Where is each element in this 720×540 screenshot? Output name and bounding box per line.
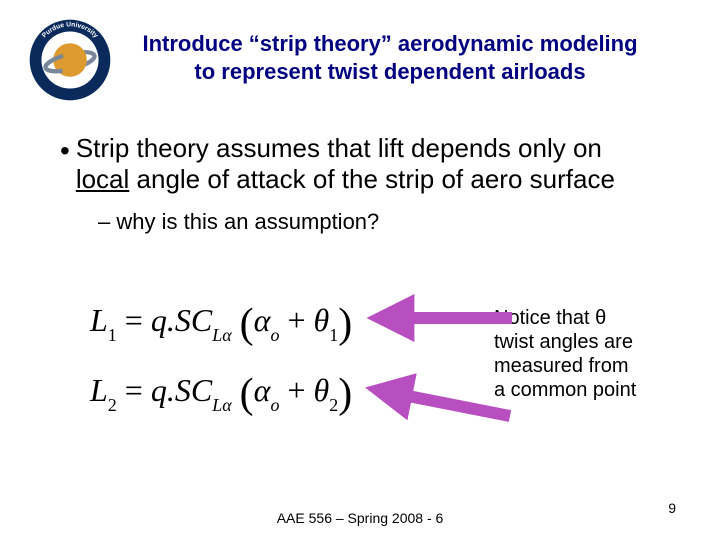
eq2-t2: θ (314, 372, 330, 408)
equations-block: L1 = q.SCLα (αo + θ1) L2 = q.SCLα (αo + … (90, 300, 352, 440)
eq1-t2: θ (314, 302, 330, 338)
eq1-op: + (287, 302, 305, 338)
annotation-note: Notice that θ twist angles are measured … (494, 306, 690, 402)
bullet-marker: • (60, 137, 70, 165)
eq2-lhs-var: L (90, 372, 108, 408)
slide-footer: AAE 556 – Spring 2008 - 6 (0, 510, 720, 526)
page-number: 9 (668, 500, 676, 516)
equation-2: L2 = q.SCLα (αo + θ2) (90, 370, 352, 418)
university-logo: Purdue University (28, 18, 112, 102)
bullet-pre: Strip theory assumes that lift depends o… (76, 133, 602, 163)
eq2-cs: α (222, 395, 231, 415)
eq1-t2s: 1 (329, 325, 338, 345)
eq2-prefix: q.SC (151, 372, 212, 408)
note-line-2: twist angles are (494, 331, 633, 353)
eq1-lhs-var: L (90, 302, 108, 338)
eq1-cs: α (222, 325, 231, 345)
eq1-coeff-sub: Lα (212, 325, 231, 345)
eq2-t1: α (254, 372, 271, 408)
eq2-lhs-sub: 2 (108, 395, 117, 415)
slide: Purdue University Introduce “strip theor… (0, 0, 720, 540)
eq1-prefix: q.SC (151, 302, 212, 338)
eq2-t1s: o (270, 395, 279, 415)
title-line-1: Introduce “strip theory” aerodynamic mod… (140, 30, 640, 58)
slide-body: • Strip theory assumes that lift depends… (40, 133, 680, 235)
eq2-coeff-sub: Lα (212, 395, 231, 415)
eq1-lhs-sub: 1 (108, 325, 117, 345)
eq1-t1s: o (270, 325, 279, 345)
sub-bullet-item: – why is this an assumption? (98, 209, 660, 235)
sub-bullet-text: why is this an assumption? (116, 209, 379, 234)
eq2-t2s: 2 (329, 395, 338, 415)
slide-title: Introduce “strip theory” aerodynamic mod… (140, 30, 680, 85)
eq2-op: + (287, 372, 305, 408)
sub-bullet-marker: – (98, 209, 110, 234)
eq2-cv: L (212, 395, 222, 415)
note-line-3: measured from (494, 355, 629, 377)
note-line-4: a common point (494, 379, 636, 401)
equation-1: L1 = q.SCLα (αo + θ1) (90, 300, 352, 348)
eq1-cv: L (212, 325, 222, 345)
bullet-text: Strip theory assumes that lift depends o… (76, 133, 660, 195)
title-line-2: to represent twist dependent airloads (140, 58, 640, 86)
bullet-post: angle of attack of the strip of aero sur… (129, 164, 615, 194)
note-line-1: Notice that θ (494, 307, 606, 329)
eq1-t1: α (254, 302, 271, 338)
bullet-item: • Strip theory assumes that lift depends… (60, 133, 660, 195)
bullet-underlined: local (76, 164, 129, 194)
